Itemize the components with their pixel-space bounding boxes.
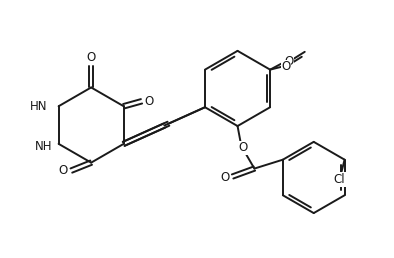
Text: O: O	[284, 55, 294, 68]
Text: O: O	[281, 60, 290, 73]
Text: O: O	[239, 141, 248, 154]
Text: O: O	[145, 95, 154, 108]
Text: Cl: Cl	[334, 173, 346, 186]
Text: HN: HN	[30, 100, 48, 113]
Text: O: O	[220, 171, 229, 184]
Text: O: O	[87, 51, 96, 64]
Text: O: O	[59, 164, 68, 177]
Text: NH: NH	[35, 140, 53, 153]
